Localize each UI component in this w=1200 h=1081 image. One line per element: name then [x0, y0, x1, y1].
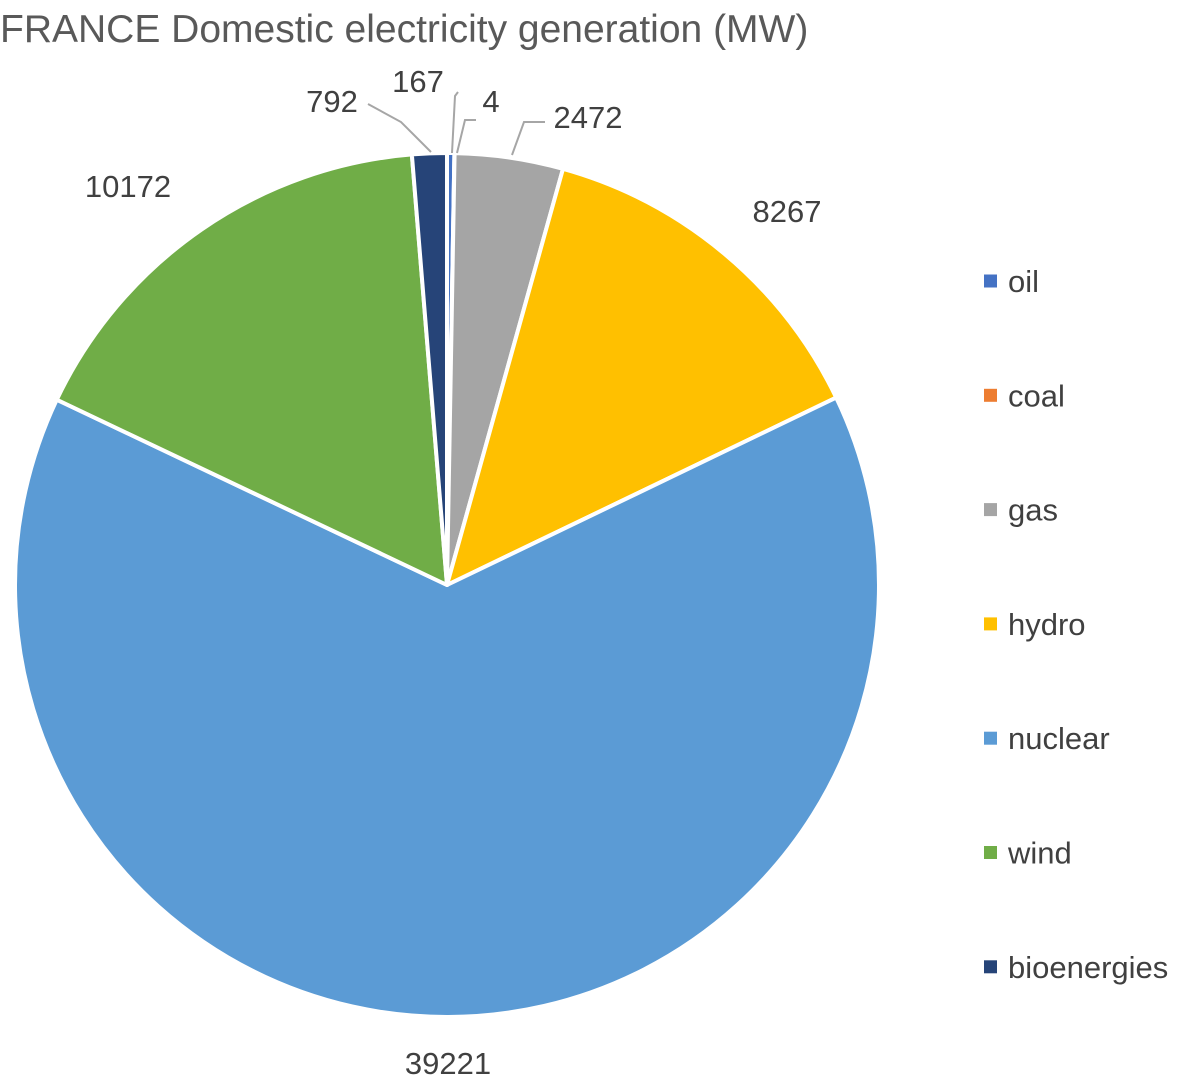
pie-slice-nuclear [12, 395, 881, 1019]
legend-label-nuclear: nuclear [1008, 721, 1110, 756]
legend-swatch-gas [984, 503, 997, 517]
data-label-oil: 167 [392, 64, 444, 99]
leader-line-oil [451, 91, 459, 154]
data-label-hydro: 8267 [753, 194, 822, 229]
pie-slice-hydro [445, 166, 839, 587]
legend-swatch-oil [984, 274, 997, 288]
legend-label-hydro: hydro [1008, 607, 1086, 642]
leader-line-gas [511, 121, 545, 156]
pie-slice-bioenergies [409, 150, 449, 587]
leader-line-coal [456, 119, 476, 154]
legend-label-bioenergies: bioenergies [1008, 950, 1168, 985]
legend-label-oil: oil [1008, 264, 1039, 299]
data-label-gas: 2472 [554, 100, 623, 135]
legend-swatch-bioenergies [984, 960, 997, 974]
leader-line-bioenergies [367, 103, 432, 153]
pie-slice-wind [54, 152, 449, 587]
legend-label-coal: coal [1008, 378, 1065, 413]
pie-slices [12, 150, 881, 1019]
data-labels: 167 4 2472 8267 39221 10172 792 [85, 64, 822, 1081]
legend-label-gas: gas [1008, 493, 1058, 528]
chart-title: FRANCE Domestic electricity generation (… [0, 8, 808, 51]
legend-swatch-coal [984, 388, 997, 402]
legend-swatch-wind [984, 846, 997, 859]
legend: oil coal gas hydro nuclear wind bioenergies [984, 264, 1168, 985]
data-label-wind: 10172 [85, 169, 171, 204]
legend-label-wind: wind [1007, 836, 1072, 871]
legend-swatch-hydro [984, 617, 997, 631]
legend-swatch-nuclear [984, 731, 997, 745]
data-label-coal: 4 [482, 84, 499, 119]
data-label-nuclear: 39221 [405, 1046, 491, 1081]
data-label-bioenergies: 792 [306, 84, 358, 119]
leader-lines [367, 91, 545, 156]
